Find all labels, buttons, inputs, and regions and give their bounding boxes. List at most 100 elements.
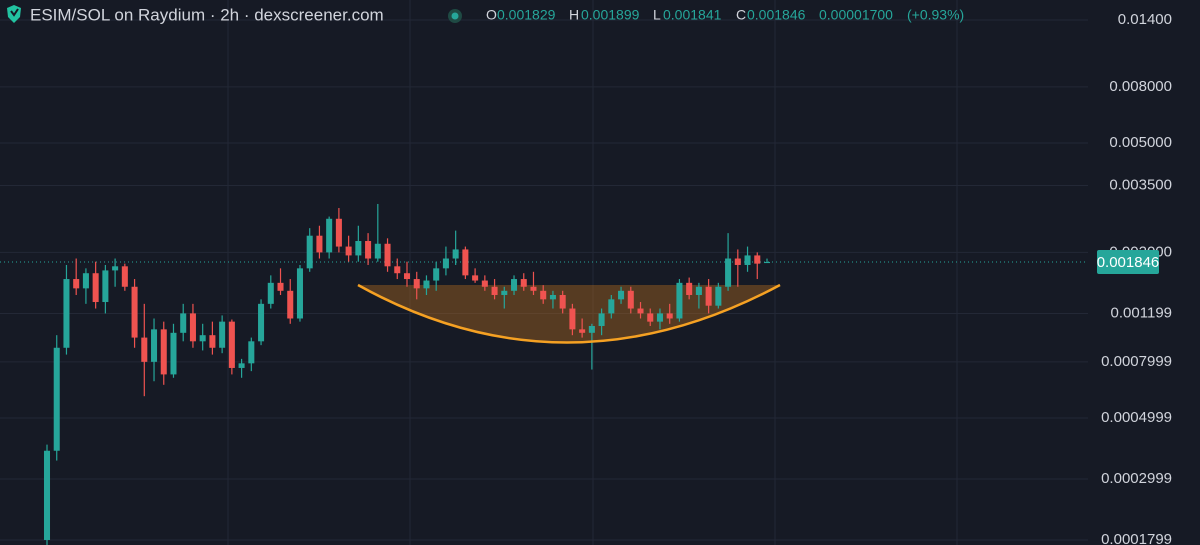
candle-body [345, 246, 352, 256]
candle-body [676, 282, 683, 319]
candle-body [530, 286, 537, 291]
candle-body [73, 279, 80, 289]
candle-body [296, 268, 303, 319]
candle-body [520, 279, 527, 287]
candle-body [258, 303, 265, 342]
logo-check [10, 8, 19, 17]
candle-body [686, 282, 693, 295]
candle-body [209, 335, 216, 348]
last-price-label: 0.001846 [1097, 254, 1160, 271]
candle-body [160, 329, 167, 375]
candle-body [287, 290, 294, 319]
y-tick-label: 0.003500 [1109, 177, 1172, 194]
ohlc-letter: L [653, 7, 661, 23]
candle-body [335, 218, 342, 247]
candle-body [121, 266, 128, 287]
candle-body [549, 294, 556, 300]
candle-body [462, 249, 469, 276]
candle-body [141, 337, 148, 362]
candle-body [151, 329, 158, 362]
candle-body [763, 261, 771, 264]
candle-body [511, 279, 518, 291]
candle-body [627, 290, 634, 309]
y-tick-label: 0.001199 [1111, 304, 1172, 321]
chart-title: ESIM/SOL on Raydium · 2h · dexscreener.c… [30, 5, 384, 24]
candle-body [423, 280, 430, 289]
ohlc-letter: H [569, 7, 579, 23]
price-axis: 0.014000.0080000.0050000.0035000.0020000… [1088, 0, 1200, 545]
candle-body [170, 332, 177, 375]
vertical-grid [227, 0, 958, 545]
candle-body [598, 313, 605, 326]
candle-body [248, 341, 255, 364]
candle-body [734, 258, 741, 265]
candle-body [112, 266, 119, 271]
y-tick-label: 0.0001799 [1101, 531, 1172, 545]
y-tick-label: 0.0007999 [1101, 353, 1172, 370]
candle-body [228, 321, 235, 368]
candle-body [705, 286, 712, 306]
candle-body [374, 243, 381, 259]
candle-body [647, 313, 654, 322]
status-dot [451, 12, 459, 20]
candle-body [540, 290, 547, 300]
candle-body [267, 282, 274, 304]
change: 0.00001700 [819, 7, 893, 23]
candle-body [238, 363, 245, 368]
candle-body [92, 273, 99, 303]
y-tick-label: 0.01400 [1118, 11, 1172, 28]
y-tick-label: 0.0004999 [1101, 409, 1172, 426]
change-percent: (+0.93%) [907, 7, 964, 23]
candle-body [452, 249, 459, 259]
candle-body [365, 241, 372, 259]
candle-body [588, 325, 595, 333]
header: ESIM/SOL on Raydium · 2h · dexscreener.c… [7, 5, 964, 24]
candle-body [579, 329, 586, 333]
ohlc-value: 0.001841 [663, 7, 722, 23]
candle-body [618, 290, 625, 300]
candle-body [666, 313, 673, 319]
candle-body [43, 450, 51, 540]
candle-body [199, 335, 206, 342]
candle-body [219, 321, 226, 348]
candle-body [403, 273, 411, 280]
cup-curve [357, 283, 781, 344]
candle-body [394, 266, 401, 274]
candle-body [715, 286, 722, 306]
candles [43, 203, 771, 545]
candle-body [189, 313, 196, 342]
last-price-tag [1097, 249, 1159, 274]
candle-body [637, 308, 644, 314]
ohlc-value: 0.001846 [747, 7, 806, 23]
ohlc-letter: O [486, 7, 497, 23]
y-tick-label: 0.0002999 [1101, 470, 1172, 487]
candle-body [82, 273, 89, 289]
candle-body [306, 235, 313, 269]
candle-body [131, 286, 138, 338]
candle-body [608, 299, 615, 314]
candle-body [472, 275, 479, 281]
ohlc-value: 0.001829 [497, 7, 556, 23]
candle-body [501, 290, 508, 295]
y-tick-label: 0.008000 [1109, 78, 1172, 95]
ohlc-value: 0.001899 [581, 7, 640, 23]
candle-body [277, 282, 284, 291]
candle-body [102, 270, 109, 303]
candle-body [695, 286, 702, 295]
candle-body [754, 255, 761, 264]
ohlc-letter: C [736, 7, 746, 23]
candle-body [442, 258, 449, 269]
candle-body [180, 313, 187, 333]
candle-body [656, 313, 663, 322]
candle-body [53, 347, 60, 451]
candle-body [355, 241, 362, 256]
candle-body [569, 308, 576, 330]
candle-body [63, 279, 70, 348]
candle-body [744, 255, 751, 265]
candle-body [316, 235, 323, 253]
candle-body [433, 268, 440, 281]
candle-body [413, 279, 420, 289]
candle-body [481, 280, 488, 287]
